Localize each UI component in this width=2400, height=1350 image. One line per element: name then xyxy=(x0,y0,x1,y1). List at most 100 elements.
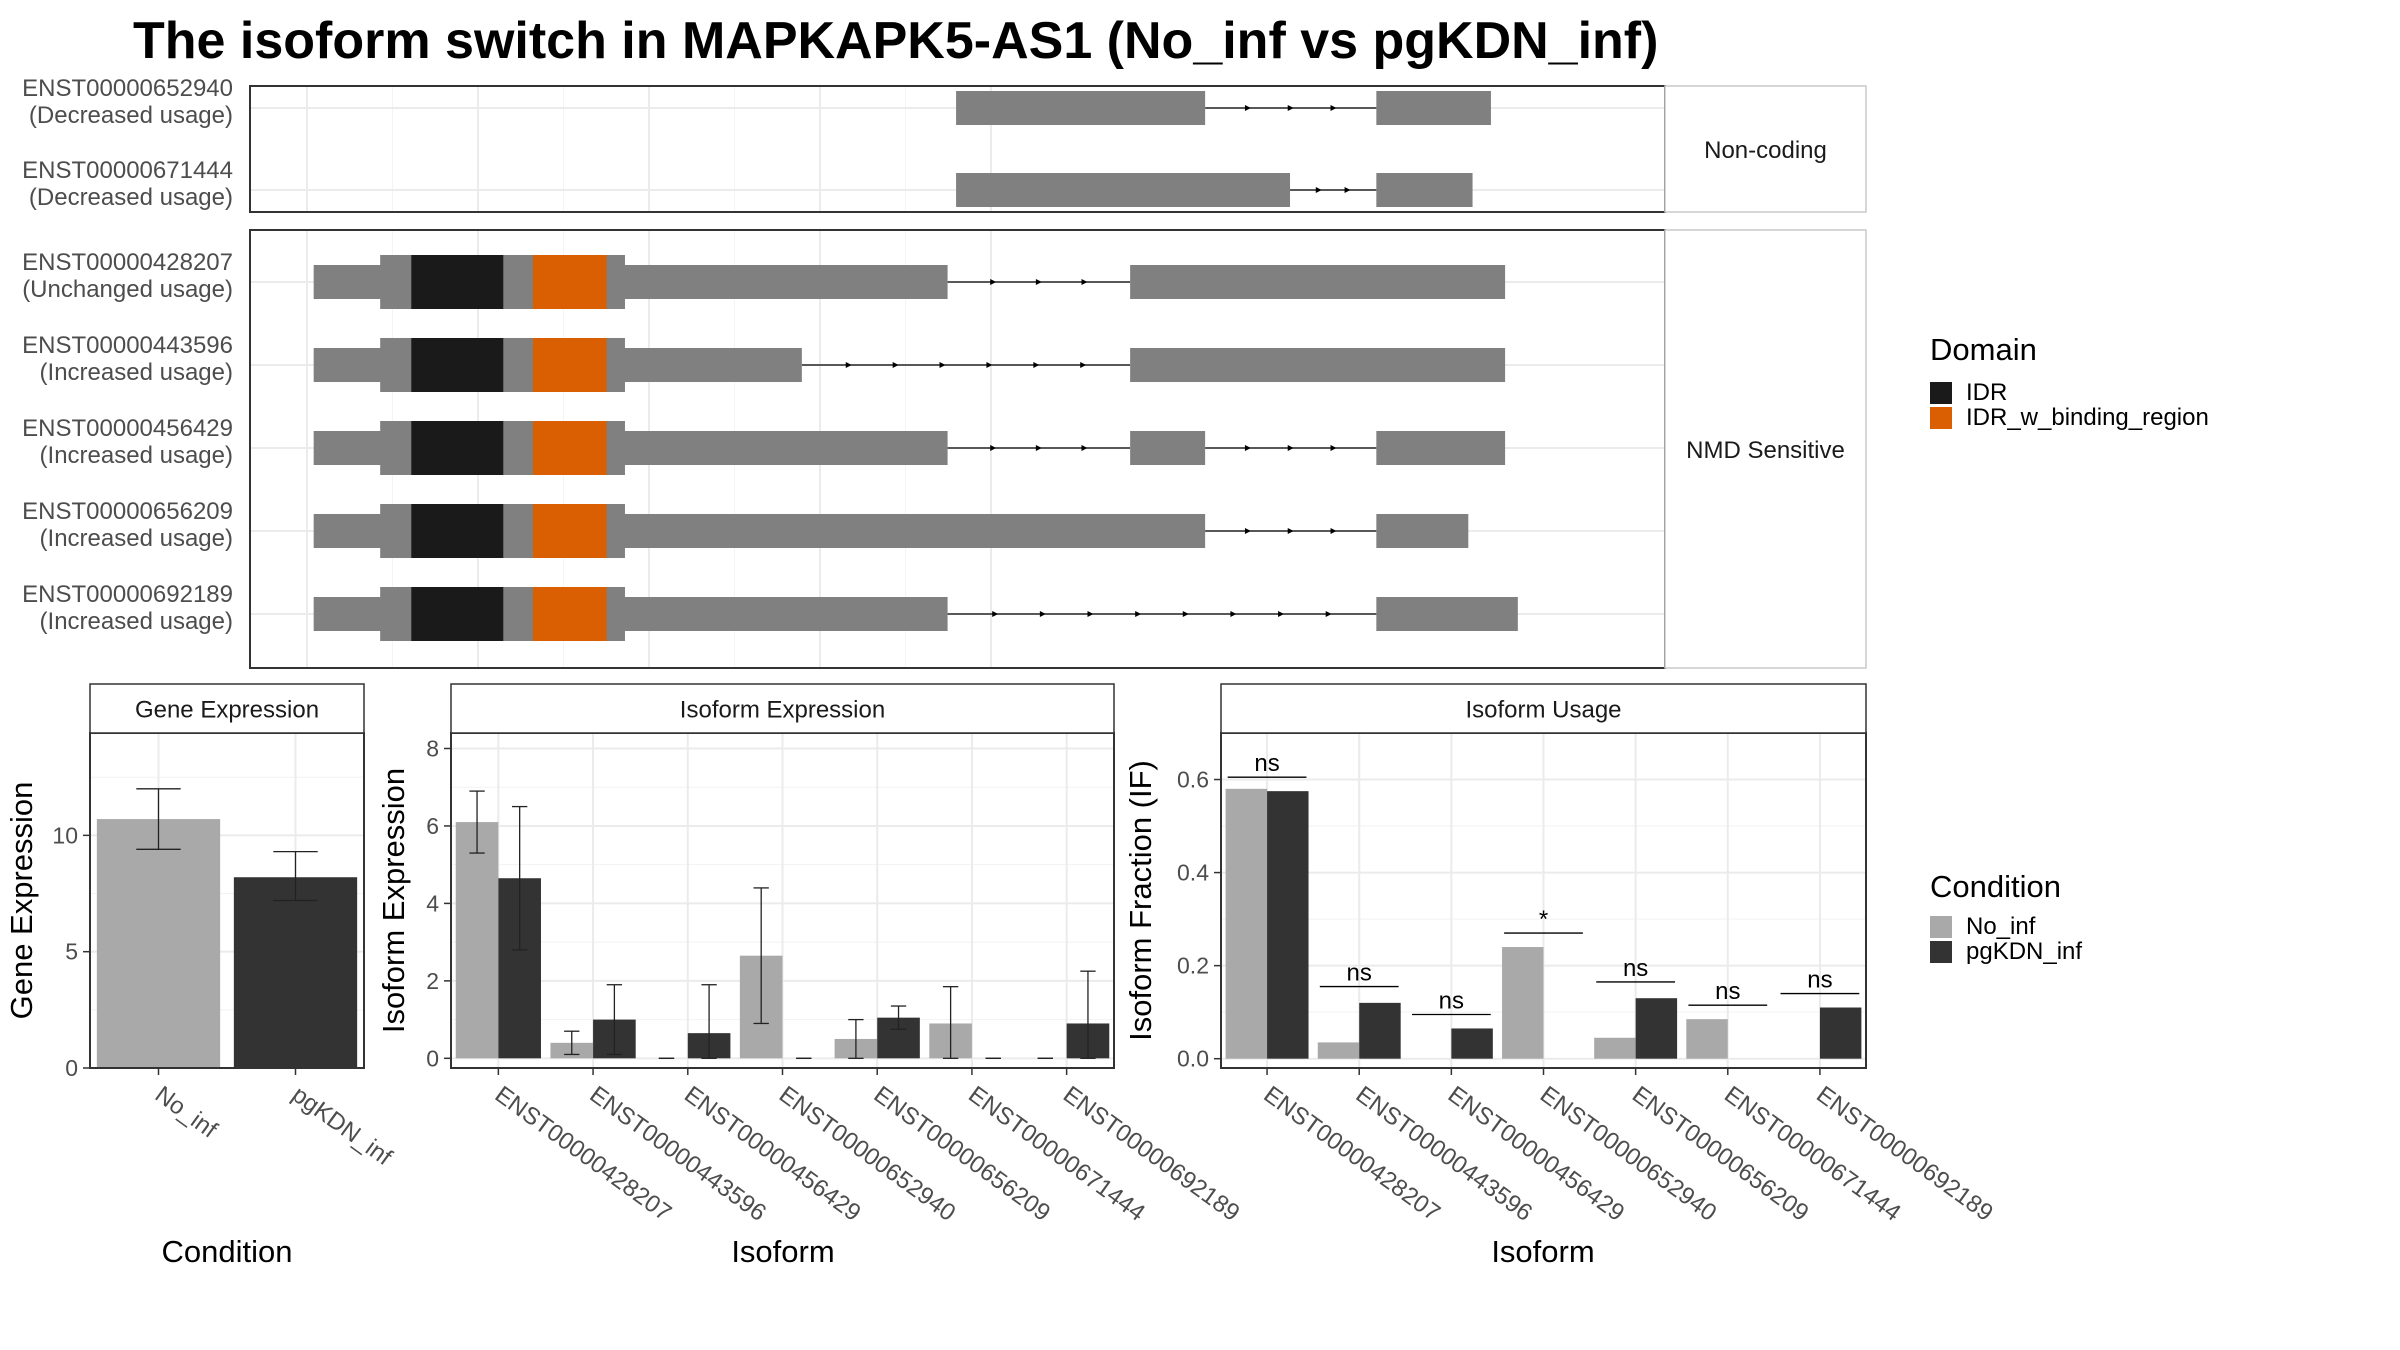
domain-idr-w-binding-region xyxy=(533,338,607,392)
intron-arrow xyxy=(1081,445,1088,451)
plot-strip xyxy=(89,683,365,734)
x-axis-title: Isoform xyxy=(1491,1234,1594,1269)
x-tick-label: pgKDN_inf xyxy=(287,1081,397,1171)
intron-arrow xyxy=(990,445,997,451)
x-axis-title: Isoform xyxy=(731,1234,834,1269)
legend-label-idr: IDR xyxy=(1966,379,2007,406)
y-tick-label: 5 xyxy=(65,939,78,965)
intron-arrow xyxy=(939,362,946,368)
domain-idr-w-binding-region xyxy=(533,504,607,558)
intron-arrow xyxy=(1278,611,1285,617)
intron-arrow xyxy=(1315,187,1322,193)
exon-block xyxy=(1376,173,1473,207)
y-tick-label: 0 xyxy=(65,1055,78,1081)
domain-idr-w-binding-region xyxy=(533,255,607,309)
y-axis-title: Isoform Fraction (IF) xyxy=(1123,760,1158,1041)
exon-block xyxy=(1376,431,1506,465)
domain-idr xyxy=(411,587,504,641)
x-tick-label: ENST00000652940 xyxy=(774,1081,960,1227)
bar-enst00000652940-no-inf xyxy=(1502,947,1544,1059)
domain-idr xyxy=(411,255,504,309)
x-tick-label: ENST00000456429 xyxy=(679,1081,865,1227)
intron-arrow xyxy=(1287,445,1294,451)
intron-arrow xyxy=(1287,105,1294,111)
intron-arrow xyxy=(1081,279,1088,285)
bar-enst00000428207-no-inf xyxy=(1225,788,1268,1059)
isoform-structure-ENST00000428207: ENST00000428207(Unchanged usage) xyxy=(22,249,1506,309)
x-axis-title: Condition xyxy=(162,1234,293,1269)
bar-enst00000443596-pgkdn-inf xyxy=(1359,1002,1401,1059)
isoform-usage-label: (Decreased usage) xyxy=(29,102,233,129)
intron-arrow xyxy=(1039,611,1046,617)
legend-key-idr xyxy=(1930,382,1952,404)
intron-arrow xyxy=(1325,611,1332,617)
isoform-id-label: ENST00000652940 xyxy=(22,75,233,102)
intron-arrow xyxy=(1244,528,1251,534)
isoform-usage-label: (Unchanged usage) xyxy=(22,276,233,303)
y-tick-label: 2 xyxy=(426,968,439,994)
legend-label-pgkdn-inf: pgKDN_inf xyxy=(1966,938,2082,965)
panel-strip-label: Non-coding xyxy=(1704,137,1827,164)
intron-arrow xyxy=(1033,362,1040,368)
domain-idr-w-binding-region xyxy=(533,587,607,641)
significance-label: ns xyxy=(1623,955,1648,982)
panel-strip xyxy=(1664,229,1867,669)
bar-enst00000692189-pgkdn-inf xyxy=(1819,1007,1862,1059)
isoform-usage-label: (Increased usage) xyxy=(40,608,233,635)
intron-arrow xyxy=(1330,528,1337,534)
intron-arrow xyxy=(1244,105,1251,111)
y-tick-label: 6 xyxy=(426,813,439,839)
x-tick-label: ENST00000428207 xyxy=(490,1081,676,1227)
bar-enst00000428207-pgkdn-inf xyxy=(1267,791,1309,1059)
chart-title: Gene Expression xyxy=(135,697,319,724)
legend-key-pgkdn-inf xyxy=(1930,941,1952,963)
domain-idr xyxy=(411,504,504,558)
intron-arrow xyxy=(990,279,997,285)
isoform-structure-ENST00000692189: ENST00000692189(Increased usage) xyxy=(22,581,1518,641)
intron-arrow xyxy=(1182,611,1189,617)
exon-block xyxy=(1130,265,1506,299)
intron-arrow xyxy=(845,362,852,368)
bar-enst00000443596-no-inf xyxy=(1317,1042,1360,1059)
isoform-usage-label: (Increased usage) xyxy=(40,525,233,552)
x-tick-label: No_inf xyxy=(150,1081,222,1144)
bar-enst00000428207-no-inf xyxy=(455,822,499,1059)
isoform-structure-ENST00000656209: ENST00000656209(Increased usage) xyxy=(22,498,1469,558)
intron-arrow xyxy=(1287,528,1294,534)
bar-no-inf-values xyxy=(96,819,221,1068)
significance-label: ns xyxy=(1807,967,1832,994)
significance-label: ns xyxy=(1254,750,1279,777)
intron-arrow xyxy=(1344,187,1351,193)
x-tick-label: ENST00000656209 xyxy=(869,1081,1055,1227)
isoform-structure-ENST00000456429: ENST00000456429(Increased usage) xyxy=(22,415,1506,475)
y-axis-title: Isoform Expression xyxy=(376,768,411,1033)
isoform-usage-label: (Increased usage) xyxy=(40,359,233,386)
bar-enst00000456429-pgkdn-inf xyxy=(1451,1028,1493,1059)
isoform-usage-label: (Increased usage) xyxy=(40,442,233,469)
domain-legend: Domain IDR IDR_w_binding_region xyxy=(1930,332,2209,431)
x-tick-label: ENST00000692189 xyxy=(1058,1081,1244,1227)
chart-title: Isoform Expression xyxy=(680,697,885,724)
legend-label-idr-binding: IDR_w_binding_region xyxy=(1966,404,2209,431)
structure-panel-non-coding: Non-coding ENST00000652940(Decreased usag… xyxy=(22,75,1867,213)
y-tick-label: 0.0 xyxy=(1177,1046,1209,1072)
domain-idr xyxy=(411,338,504,392)
legend-key-no-inf xyxy=(1930,916,1952,938)
intron-arrow xyxy=(1230,611,1237,617)
exon-block xyxy=(956,173,1291,207)
bar-enst00000656209-no-inf xyxy=(1594,1037,1636,1059)
isoform-id-label: ENST00000456429 xyxy=(22,415,233,442)
panel-strip-label: NMD Sensitive xyxy=(1686,437,1845,464)
isoform-structure-ENST00000443596: ENST00000443596(Increased usage) xyxy=(22,332,1506,392)
intron-arrow xyxy=(1330,445,1337,451)
intron-arrow xyxy=(1087,611,1094,617)
transcript-structure-plot: Non-coding ENST00000652940(Decreased usag… xyxy=(22,75,1867,669)
y-tick-label: 10 xyxy=(52,822,78,848)
domain-legend-title: Domain xyxy=(1930,332,2037,367)
y-tick-label: 0 xyxy=(426,1045,439,1071)
significance-label: ns xyxy=(1715,978,1740,1005)
significance-label: ns xyxy=(1347,960,1372,987)
panel-strip xyxy=(1664,85,1867,213)
